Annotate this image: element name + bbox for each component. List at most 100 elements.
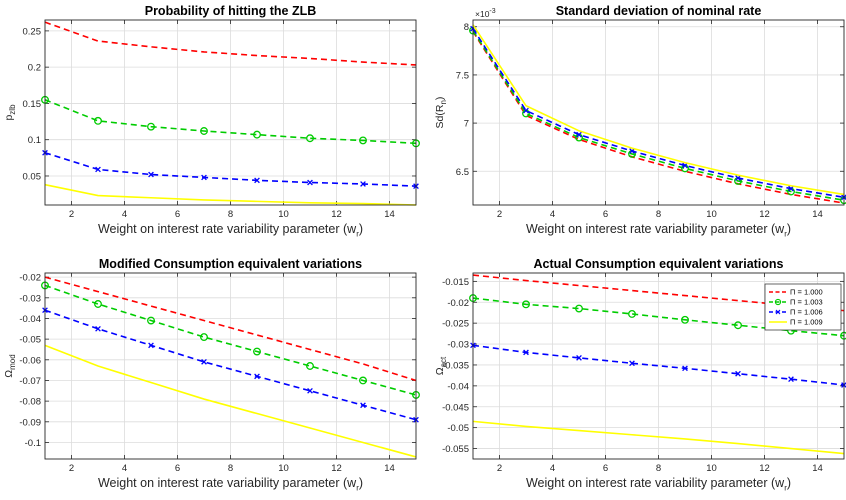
y-axis-label-subscript: zlb — [8, 104, 17, 115]
series-point-x — [148, 171, 154, 178]
legend-entry-label: Π = 1.003 — [790, 298, 823, 307]
x-tick-label: 2 — [69, 209, 74, 220]
y-tick-label: -0.07 — [19, 376, 41, 387]
series-point-x — [523, 107, 529, 114]
series-point-circle — [200, 127, 208, 135]
x-tick-label: 6 — [603, 463, 608, 474]
series-point-x — [254, 177, 260, 184]
x-axis-label: Weight on interest rate variability para… — [526, 476, 791, 493]
y-tick-label: -0.04 — [19, 314, 41, 325]
x-axis-label-suffix: ) — [359, 222, 363, 236]
y-tick-label: -0.025 — [442, 319, 469, 330]
series-point-x — [95, 166, 101, 173]
y-axis-label-suffix: ) — [434, 97, 446, 101]
series-point-circle — [253, 130, 261, 139]
x-tick-label: 14 — [812, 209, 823, 220]
series-point-circle — [147, 122, 155, 131]
y-axis-exponent-power: -3 — [489, 8, 495, 15]
y-tick-label: -0.09 — [19, 417, 41, 428]
x-tick-label: 10 — [706, 463, 717, 474]
x-tick-label: 10 — [706, 209, 717, 220]
series-point-x — [735, 370, 741, 377]
y-tick-label: 0.15 — [23, 99, 42, 110]
x-tick-label: 4 — [122, 209, 127, 220]
x-axis-label-subscript: r — [784, 484, 787, 493]
y-axis-label-subscript: act — [439, 356, 448, 367]
legend-entry-label: Π = 1.000 — [790, 288, 823, 297]
series-point-circle — [94, 300, 102, 308]
x-axis-label-subscript: r — [784, 230, 787, 239]
y-axis-label: Sd(Rn) — [434, 97, 448, 129]
x-axis-label-suffix: ) — [359, 476, 363, 490]
series-point-x — [307, 179, 313, 186]
chart-panel-3: 2 4 6 8 10 12 14 -0.1 -0.09 -0.08 -0.07 -0.06 -0.05 -… — [3, 257, 420, 493]
series-point-circle — [94, 116, 102, 125]
x-axis-label-suffix: ) — [787, 222, 791, 236]
y-tick-label: 6.5 — [456, 167, 469, 178]
x-tick-label: 12 — [759, 463, 770, 474]
y-axis-label: Ωmod — [3, 354, 17, 377]
y-tick-label: -0.05 — [19, 335, 41, 346]
chart-title: Probability of hitting the ZLB — [145, 4, 317, 18]
y-tick-label: 0.1 — [28, 135, 41, 146]
series-point-x — [201, 174, 207, 181]
x-axis-label-main: Weight on interest rate variability para… — [526, 476, 785, 490]
series-line-4 — [44, 344, 417, 458]
x-tick-label: 12 — [759, 209, 770, 220]
chart-panel-1: 2 4 6 8 10 12 14 0.05 0.1 0.15 0.2 0.25 Probability … — [3, 4, 420, 239]
x-axis-label-main: Weight on interest rate variability para… — [98, 476, 357, 490]
chart-panel-4: 2 4 6 8 10 12 14 -0.055 -0.05 -0.045 -0.04 -0.035 -0… — [434, 257, 846, 493]
y-axis-exponent-base: ×10 — [475, 9, 490, 19]
series-point-x — [682, 162, 688, 169]
x-tick-label: 12 — [331, 463, 342, 474]
series-point-x — [148, 342, 154, 349]
series-point-circle — [734, 321, 742, 330]
series-point-x — [629, 148, 635, 154]
x-tick-label: 2 — [69, 463, 74, 474]
axes-box — [44, 19, 417, 206]
x-axis-label-suffix: ) — [787, 476, 791, 490]
series-line-4 — [472, 420, 845, 455]
x-tick-label: 6 — [175, 463, 180, 474]
x-tick-label: 8 — [228, 463, 233, 474]
axes-box — [472, 19, 845, 206]
series-point-circle — [253, 347, 261, 356]
x-axis-label: Weight on interest rate variability para… — [98, 476, 363, 493]
series-point-circle — [575, 304, 583, 313]
x-axis-label-subscript: r — [356, 484, 359, 493]
series-line-3 — [44, 309, 417, 421]
series-point-circle — [200, 333, 208, 342]
series-line-3 — [472, 28, 845, 199]
x-tick-label: 4 — [550, 463, 555, 474]
series-point-x — [360, 181, 366, 187]
x-tick-label: 10 — [278, 463, 289, 474]
chart-panel-2: 2 4 6 8 10 12 14 6.5 7 7.5 8 Standard deviation of … — [434, 4, 846, 239]
series-line-4 — [44, 183, 417, 206]
y-tick-label: -0.05 — [447, 423, 469, 434]
x-axis-label-subscript: r — [356, 230, 359, 239]
x-tick-label: 2 — [497, 209, 502, 220]
series-point-x — [735, 175, 741, 181]
y-tick-label: -0.03 — [447, 340, 469, 351]
series-point-x — [201, 359, 207, 365]
series-point-circle — [306, 362, 314, 370]
chart-title: Standard deviation of nominal rate — [556, 4, 762, 18]
legend-entry-label: Π = 1.006 — [790, 308, 823, 317]
y-tick-label: -0.08 — [19, 397, 41, 408]
y-axis-label-main: p — [3, 115, 15, 121]
series-point-x — [95, 325, 101, 332]
y-tick-label: 0.2 — [28, 63, 41, 74]
series-point-x — [576, 131, 582, 138]
y-tick-label: -0.015 — [442, 277, 469, 288]
y-axis-label-subscript: n — [439, 100, 448, 104]
chart-title: Modified Consumption equivalent variatio… — [99, 257, 362, 271]
x-axis-label: Weight on interest rate variability para… — [98, 222, 363, 239]
y-axis-label-main: Sd(R — [434, 104, 446, 128]
y-tick-label: -0.035 — [442, 360, 469, 371]
y-axis-exponent: ×10-3 — [475, 8, 496, 19]
y-tick-label: 0.25 — [23, 26, 42, 37]
series-line-2 — [44, 284, 417, 396]
axes-box — [472, 272, 845, 460]
x-tick-label: 14 — [812, 463, 823, 474]
